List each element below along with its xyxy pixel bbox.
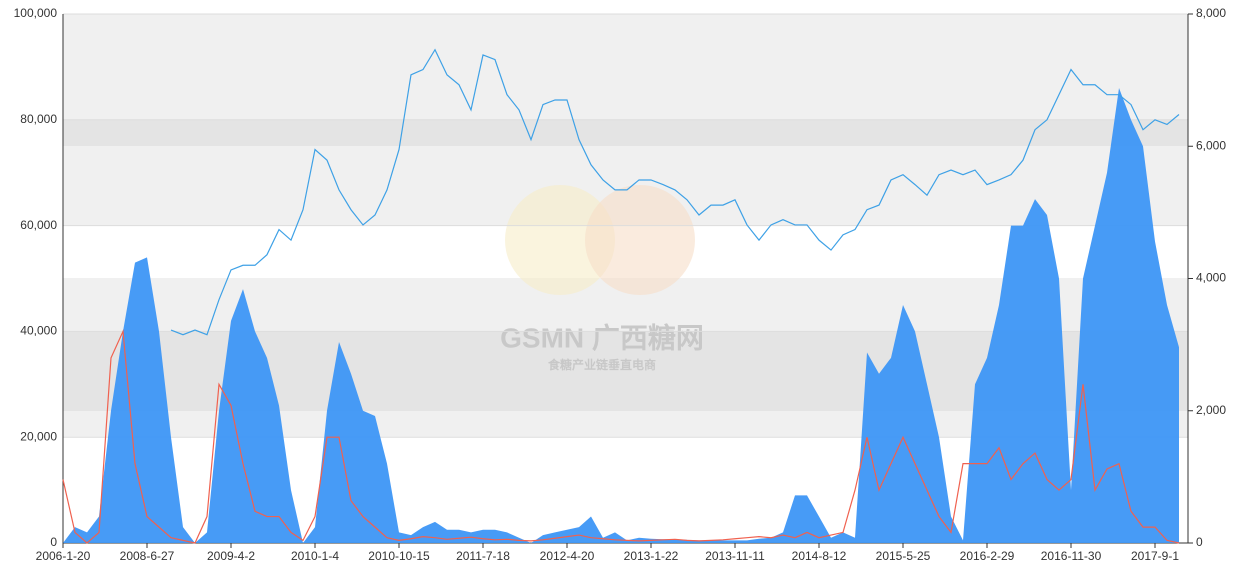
y-tick-label: 60,000 — [20, 218, 57, 232]
area — [63, 88, 1179, 543]
y2-tick-label: 6,000 — [1196, 138, 1226, 152]
x-tick-label: 2016-11-30 — [1041, 549, 1102, 563]
line — [170, 48, 1180, 336]
y-tick-label: 40,000 — [20, 324, 57, 338]
watermark-logo — [585, 185, 695, 295]
y2-tick-label: 4,000 — [1196, 271, 1226, 285]
x-tick-label: 2011-7-18 — [456, 549, 510, 563]
x-tick-label: 2006-1-20 — [36, 549, 91, 563]
y-tick-label: 100,000 — [14, 6, 58, 20]
x-tick-label: 2012-4-20 — [540, 549, 595, 563]
x-tick-label: 2010-10-15 — [368, 549, 430, 563]
x-tick-label: 2009-4-2 — [207, 549, 255, 563]
plot-band — [63, 14, 1188, 120]
x-tick-label: 2013-1-22 — [624, 549, 679, 563]
y-tick-label: 20,000 — [20, 429, 57, 443]
line — [62, 329, 1180, 544]
x-tick-label: 2013-11-11 — [705, 549, 765, 563]
y-tick-label: 80,000 — [20, 112, 57, 126]
x-tick-label: 2014-8-12 — [792, 549, 847, 563]
watermark-slogan: 食糖产业链垂直电商 — [547, 357, 656, 372]
y2-tick-label: 0 — [1196, 535, 1203, 549]
y2-tick-label: 8,000 — [1196, 6, 1226, 20]
x-tick-label: 2008-6-27 — [120, 549, 175, 563]
x-tick-label: 2017-9-1 — [1131, 549, 1179, 563]
watermark-brand: GSMN 广西糖网 — [500, 322, 704, 353]
plot-band — [63, 120, 1188, 146]
x-tick-label: 2016-2-29 — [960, 549, 1015, 563]
watermark-logo — [505, 185, 615, 295]
y2-tick-label: 2,000 — [1196, 403, 1226, 417]
x-tick-label: 2010-1-4 — [291, 549, 339, 563]
y-tick-label: 0 — [50, 535, 57, 549]
x-tick-label: 2015-5-25 — [876, 549, 931, 563]
